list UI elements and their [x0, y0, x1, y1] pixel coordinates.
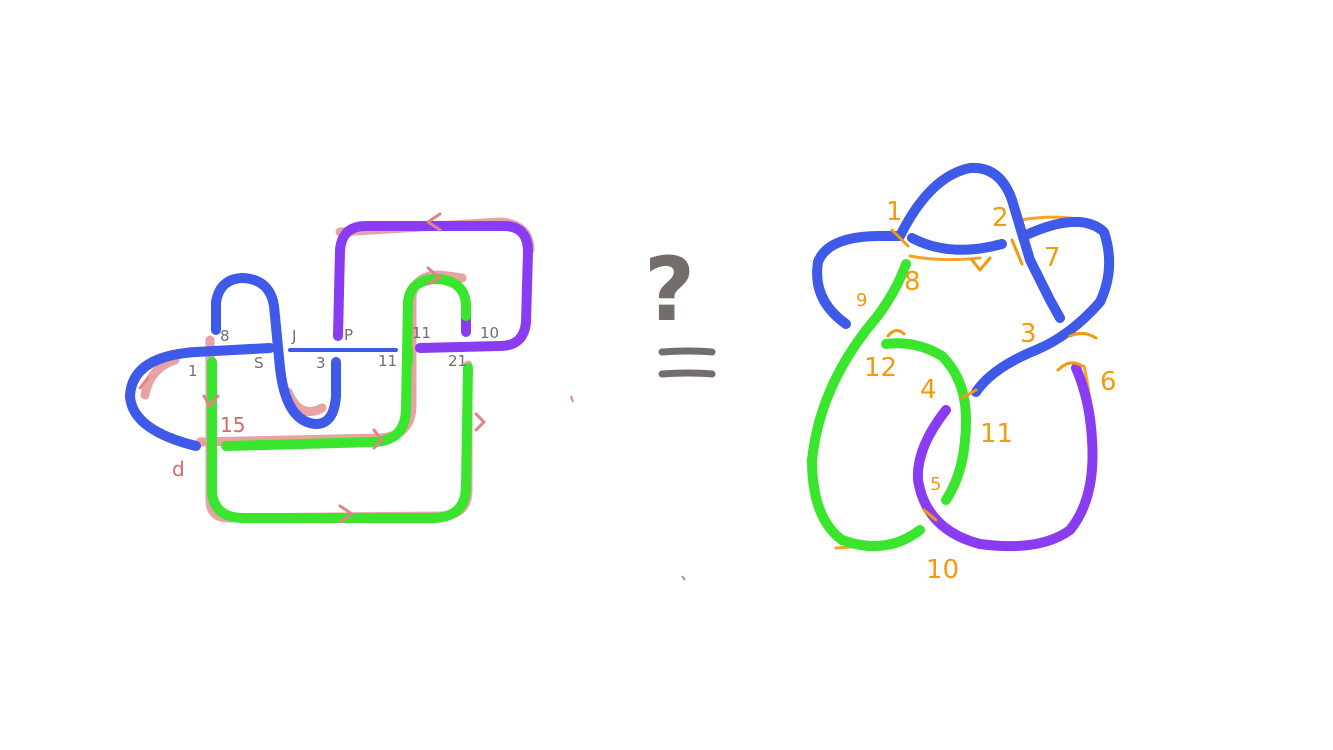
left-crossing-label: 11 [412, 324, 431, 342]
right-crossing-label: 3 [1020, 319, 1037, 349]
stray-mark [681, 575, 686, 581]
right-purple-strand [912, 363, 1098, 552]
right-blue-strand-3 [971, 217, 1115, 397]
left-crossing-label: 3 [316, 354, 326, 372]
left-blue-strand [125, 343, 275, 451]
left-red-label: d [172, 457, 185, 481]
right-green-loop [881, 338, 971, 505]
equals-sign [658, 347, 716, 378]
left-direction-arrows [138, 212, 486, 524]
right-blue-strand [812, 162, 1065, 329]
right-green-strand [807, 259, 925, 552]
question-equals-sign: ? [644, 238, 716, 378]
left-purple-strand [333, 221, 533, 353]
right-knot-diagram: 1 2 7 8 9 3 12 6 4 11 5 10 [807, 162, 1117, 585]
right-crossing-label: 8 [904, 267, 921, 297]
left-green-strand [221, 274, 471, 451]
left-crossing-label: 1 [188, 362, 198, 380]
left-red-label: 15 [220, 413, 245, 437]
right-crossing-label: 11 [980, 419, 1013, 449]
left-crossing-label: 11 [378, 352, 397, 370]
right-crossing-label: 7 [1044, 243, 1061, 273]
stray-mark [570, 395, 574, 403]
left-crossing-label: 10 [480, 324, 499, 342]
right-crossing-label: 1 [886, 197, 903, 227]
left-crossing-label: S [254, 354, 264, 372]
left-crossing-label: 21 [448, 352, 467, 370]
right-crossing-label: 2 [992, 203, 1009, 233]
right-crossing-label: 10 [926, 555, 959, 585]
right-crossing-ticks [886, 228, 1098, 522]
question-mark: ? [644, 238, 695, 341]
right-crossing-label: 12 [864, 353, 897, 383]
right-crossing-label: 4 [920, 375, 937, 405]
right-blue-strand-2 [907, 233, 1007, 255]
left-knot-diagram: 8 J P 11 10 1 S 3 11 21 15 d [125, 212, 535, 524]
right-crossing-label: 9 [856, 290, 867, 311]
left-blue-wiggle [211, 273, 341, 429]
left-crossing-label: 8 [220, 327, 230, 345]
left-green-loop [207, 357, 473, 523]
right-crossing-label: 6 [1100, 367, 1117, 397]
left-crossing-label: P [344, 326, 353, 344]
right-crossing-label: 5 [930, 474, 941, 495]
left-crossing-label: J [291, 327, 296, 345]
